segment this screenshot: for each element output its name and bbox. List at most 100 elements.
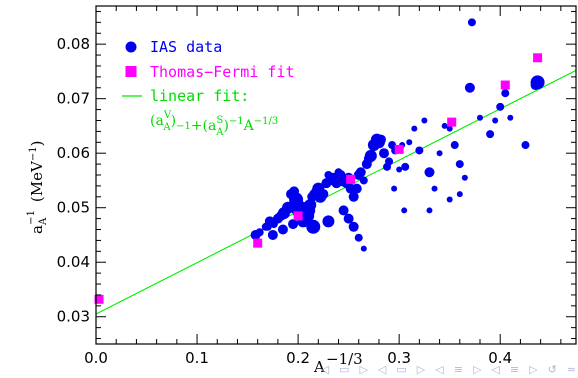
ias-data-point — [501, 89, 510, 98]
beamer-navigation-bar[interactable]: ◁ ▭ ▷ ◁ ▭ ▷ ◁ ≡ ▷ ◁ ≡ ▷ ↺ ≈ — [321, 362, 576, 376]
ias-data-point — [450, 141, 459, 150]
ias-data-point — [456, 191, 463, 198]
ias-data-point — [464, 82, 475, 93]
ias-data-point — [492, 117, 499, 124]
nav-icon[interactable]: ▷ — [529, 362, 538, 376]
thomas-fermi-point — [94, 294, 104, 304]
ias-data-point — [461, 174, 468, 181]
ias-data-point — [446, 196, 453, 203]
ias-data-point — [343, 213, 354, 224]
y-axis-title-text: aA−1(MeV−1) — [26, 141, 49, 234]
ias-data-point — [424, 167, 435, 178]
ias-data-point — [375, 134, 386, 145]
ias-data-point — [411, 125, 418, 132]
thomas-fermi-point — [533, 53, 543, 63]
y-tick-label: 0.04 — [57, 253, 90, 271]
ias-data-point — [421, 117, 428, 124]
nav-icon[interactable]: ▭ — [339, 362, 350, 376]
thomas-fermi-point — [447, 117, 457, 127]
y-tick-label: 0.03 — [57, 308, 90, 326]
thomas-fermi-point — [293, 211, 303, 221]
thomas-fermi-point — [500, 80, 510, 90]
ias-data-point — [391, 185, 398, 192]
nav-icon[interactable]: ◁ — [435, 362, 444, 376]
ias-data-point — [530, 75, 545, 90]
ias-data-point — [406, 139, 413, 146]
nav-icon[interactable]: ≡ — [509, 362, 520, 376]
ias-data-point — [348, 191, 359, 202]
ias-data-point — [355, 167, 366, 178]
ias-data-point — [441, 122, 448, 129]
nav-icon[interactable]: ≡ — [453, 362, 463, 376]
x-tick-label: 0.2 — [286, 349, 310, 367]
thomas-fermi-point — [253, 238, 263, 248]
y-axis-title: aA−1(MeV−1) — [26, 141, 49, 234]
x-tick-label: 0.0 — [84, 349, 108, 367]
ias-data-point — [364, 149, 377, 162]
legend-linear-label: linear fit: — [150, 87, 249, 105]
legend-tf-marker — [125, 66, 137, 77]
ias-data-point — [436, 150, 443, 157]
ias-data-point — [385, 157, 394, 166]
nav-icon[interactable]: ▷ — [472, 362, 482, 376]
y-tick-label: 0.08 — [57, 35, 90, 53]
ias-data-point — [359, 176, 368, 185]
ias-data-point — [255, 228, 264, 237]
ias-data-point — [496, 102, 505, 111]
x-tick-label: 0.1 — [185, 349, 209, 367]
ias-data-point — [306, 219, 321, 234]
legend-ias-label: IAS data — [150, 38, 222, 56]
ias-data-point — [521, 141, 530, 150]
ias-data-point — [304, 198, 317, 211]
ias-data-point — [477, 114, 483, 121]
ias-data-point — [507, 114, 514, 121]
x-axis-title-base: A — [313, 358, 325, 376]
ias-data-point — [318, 189, 329, 200]
legend: IAS data Thomas−Fermi fit linear fit: (a… — [122, 38, 295, 138]
ias-data-point — [455, 160, 464, 169]
ias-data-point — [348, 221, 359, 232]
x-tick-label: 0.3 — [387, 349, 411, 367]
thomas-fermi-point — [346, 174, 356, 184]
y-tick-label: 0.06 — [57, 144, 90, 162]
ias-data-point — [401, 207, 408, 214]
nav-icon[interactable]: ≈ — [566, 362, 576, 376]
nav-icon[interactable]: ▷ — [359, 362, 368, 376]
ias-data-point — [338, 205, 349, 216]
ias-data-point — [322, 215, 335, 228]
y-tick-label: 0.07 — [57, 90, 90, 108]
ias-data-point — [467, 18, 476, 27]
ias-data-point — [401, 162, 410, 171]
legend-ias-marker — [125, 41, 137, 53]
linear-fit-line — [96, 69, 576, 315]
ias-data-point — [415, 146, 424, 155]
ias-data-point — [263, 222, 272, 231]
ias-data-point — [396, 166, 403, 173]
axes: 0.0 0.1 0.2 0.3 0.4 0.03 0.04 0.05 0.06 0.07 0.08 — [57, 5, 577, 367]
ias-data-point — [267, 229, 278, 240]
nav-icon[interactable]: ◁ — [320, 362, 330, 376]
nav-icon[interactable]: ↺ — [547, 362, 557, 376]
legend-linear-formula: (aV A)−1+(aS A)−1A−1/3 — [150, 110, 278, 138]
ias-data-point — [354, 233, 363, 242]
x-axis-title: A −1/3 — [313, 350, 363, 376]
nav-icon[interactable]: ◁ — [377, 362, 387, 376]
y-tick-label: 0.05 — [57, 199, 90, 217]
ias-data-point — [277, 224, 288, 235]
ias-data-point — [360, 245, 367, 252]
nav-icon[interactable]: ◁ — [491, 362, 500, 376]
ias-data-point — [446, 125, 453, 132]
ias-data-point — [288, 219, 299, 230]
ias-data-point — [379, 148, 389, 159]
nav-icon[interactable]: ▭ — [396, 362, 407, 376]
x-tick-label: 0.4 — [488, 349, 512, 367]
chart-marks — [94, 18, 576, 315]
ias-data-point — [486, 130, 495, 139]
x-axis-title-sup: −1/3 — [326, 350, 363, 368]
thomas-fermi-point — [394, 144, 404, 154]
ias-data-point — [351, 183, 362, 194]
nav-icon[interactable]: ▷ — [416, 362, 426, 376]
ias-data-point — [426, 207, 433, 214]
ias-data-point — [431, 185, 438, 192]
